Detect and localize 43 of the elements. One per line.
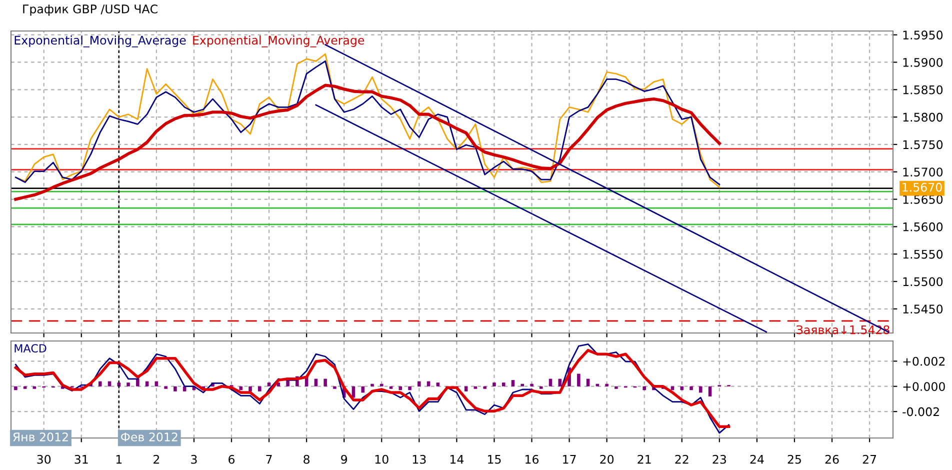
x-tick-label: 17 xyxy=(563,455,576,464)
y-tick-label: 1.5700 xyxy=(903,168,943,177)
x-tick-label: 13 xyxy=(412,454,426,464)
ref-line-label: 1.5670 xyxy=(902,182,942,192)
x-tick-label: 16 xyxy=(526,454,539,464)
x-tick-label: 15 xyxy=(488,455,501,464)
y-tick-label: 1.5550 xyxy=(903,250,943,259)
x-tick-label: 22 xyxy=(675,454,688,464)
y-tick-label: 1.5850 xyxy=(903,85,943,94)
x-tick-label: 31 xyxy=(74,454,88,464)
x-tick-label: 26 xyxy=(825,454,839,464)
x-tick-label: 24 xyxy=(750,454,764,464)
x-tick-label: 2 xyxy=(154,454,160,464)
x-tick-label: 10 xyxy=(375,454,388,464)
x-tick-label: 20 xyxy=(600,454,614,464)
y-tick-label: 1.5950 xyxy=(903,30,943,40)
y-tick-label: -0.002 xyxy=(902,407,939,416)
y-tick-label: +0.000 xyxy=(903,382,945,392)
text: Exponential_Moving_Average xyxy=(14,36,186,48)
x-tick-label: 23 xyxy=(712,454,726,464)
x-tick-label: 27 xyxy=(862,454,876,464)
x-tick-label: 1 xyxy=(116,455,122,464)
x-tick-label: 25 xyxy=(788,454,801,464)
chart-title: MACD xyxy=(14,344,46,353)
x-tick-label: 6 xyxy=(228,454,235,464)
x-tick-label: 9 xyxy=(341,454,348,464)
y-tick-label: 1.5750 xyxy=(903,140,943,150)
annotation: Янв 2012 xyxy=(13,432,68,442)
ref-line-label: Фев 2012 xyxy=(120,432,178,442)
x-tick-label: 7 xyxy=(266,455,272,464)
x-tick-label: 3 xyxy=(191,454,197,464)
x-tick-label: 30 xyxy=(37,454,51,464)
y-tick-label: 1.5900 xyxy=(903,58,943,67)
text: Exponential_Moving_Average xyxy=(193,36,364,48)
x-tick-label: 14 xyxy=(450,455,464,464)
chart-title: График GBP /USD ЧАС xyxy=(23,4,158,16)
y-tick-label: 1.5500 xyxy=(903,277,943,286)
x-tick-label: 8 xyxy=(304,454,310,464)
y-tick-label: +0.002 xyxy=(903,356,945,366)
y-tick-label: 1.5800 xyxy=(903,112,943,122)
y-tick-label: 1.5450 xyxy=(903,304,943,314)
y-tick-label: 1.5600 xyxy=(903,222,943,232)
x-tick-label: 21 xyxy=(638,454,651,464)
